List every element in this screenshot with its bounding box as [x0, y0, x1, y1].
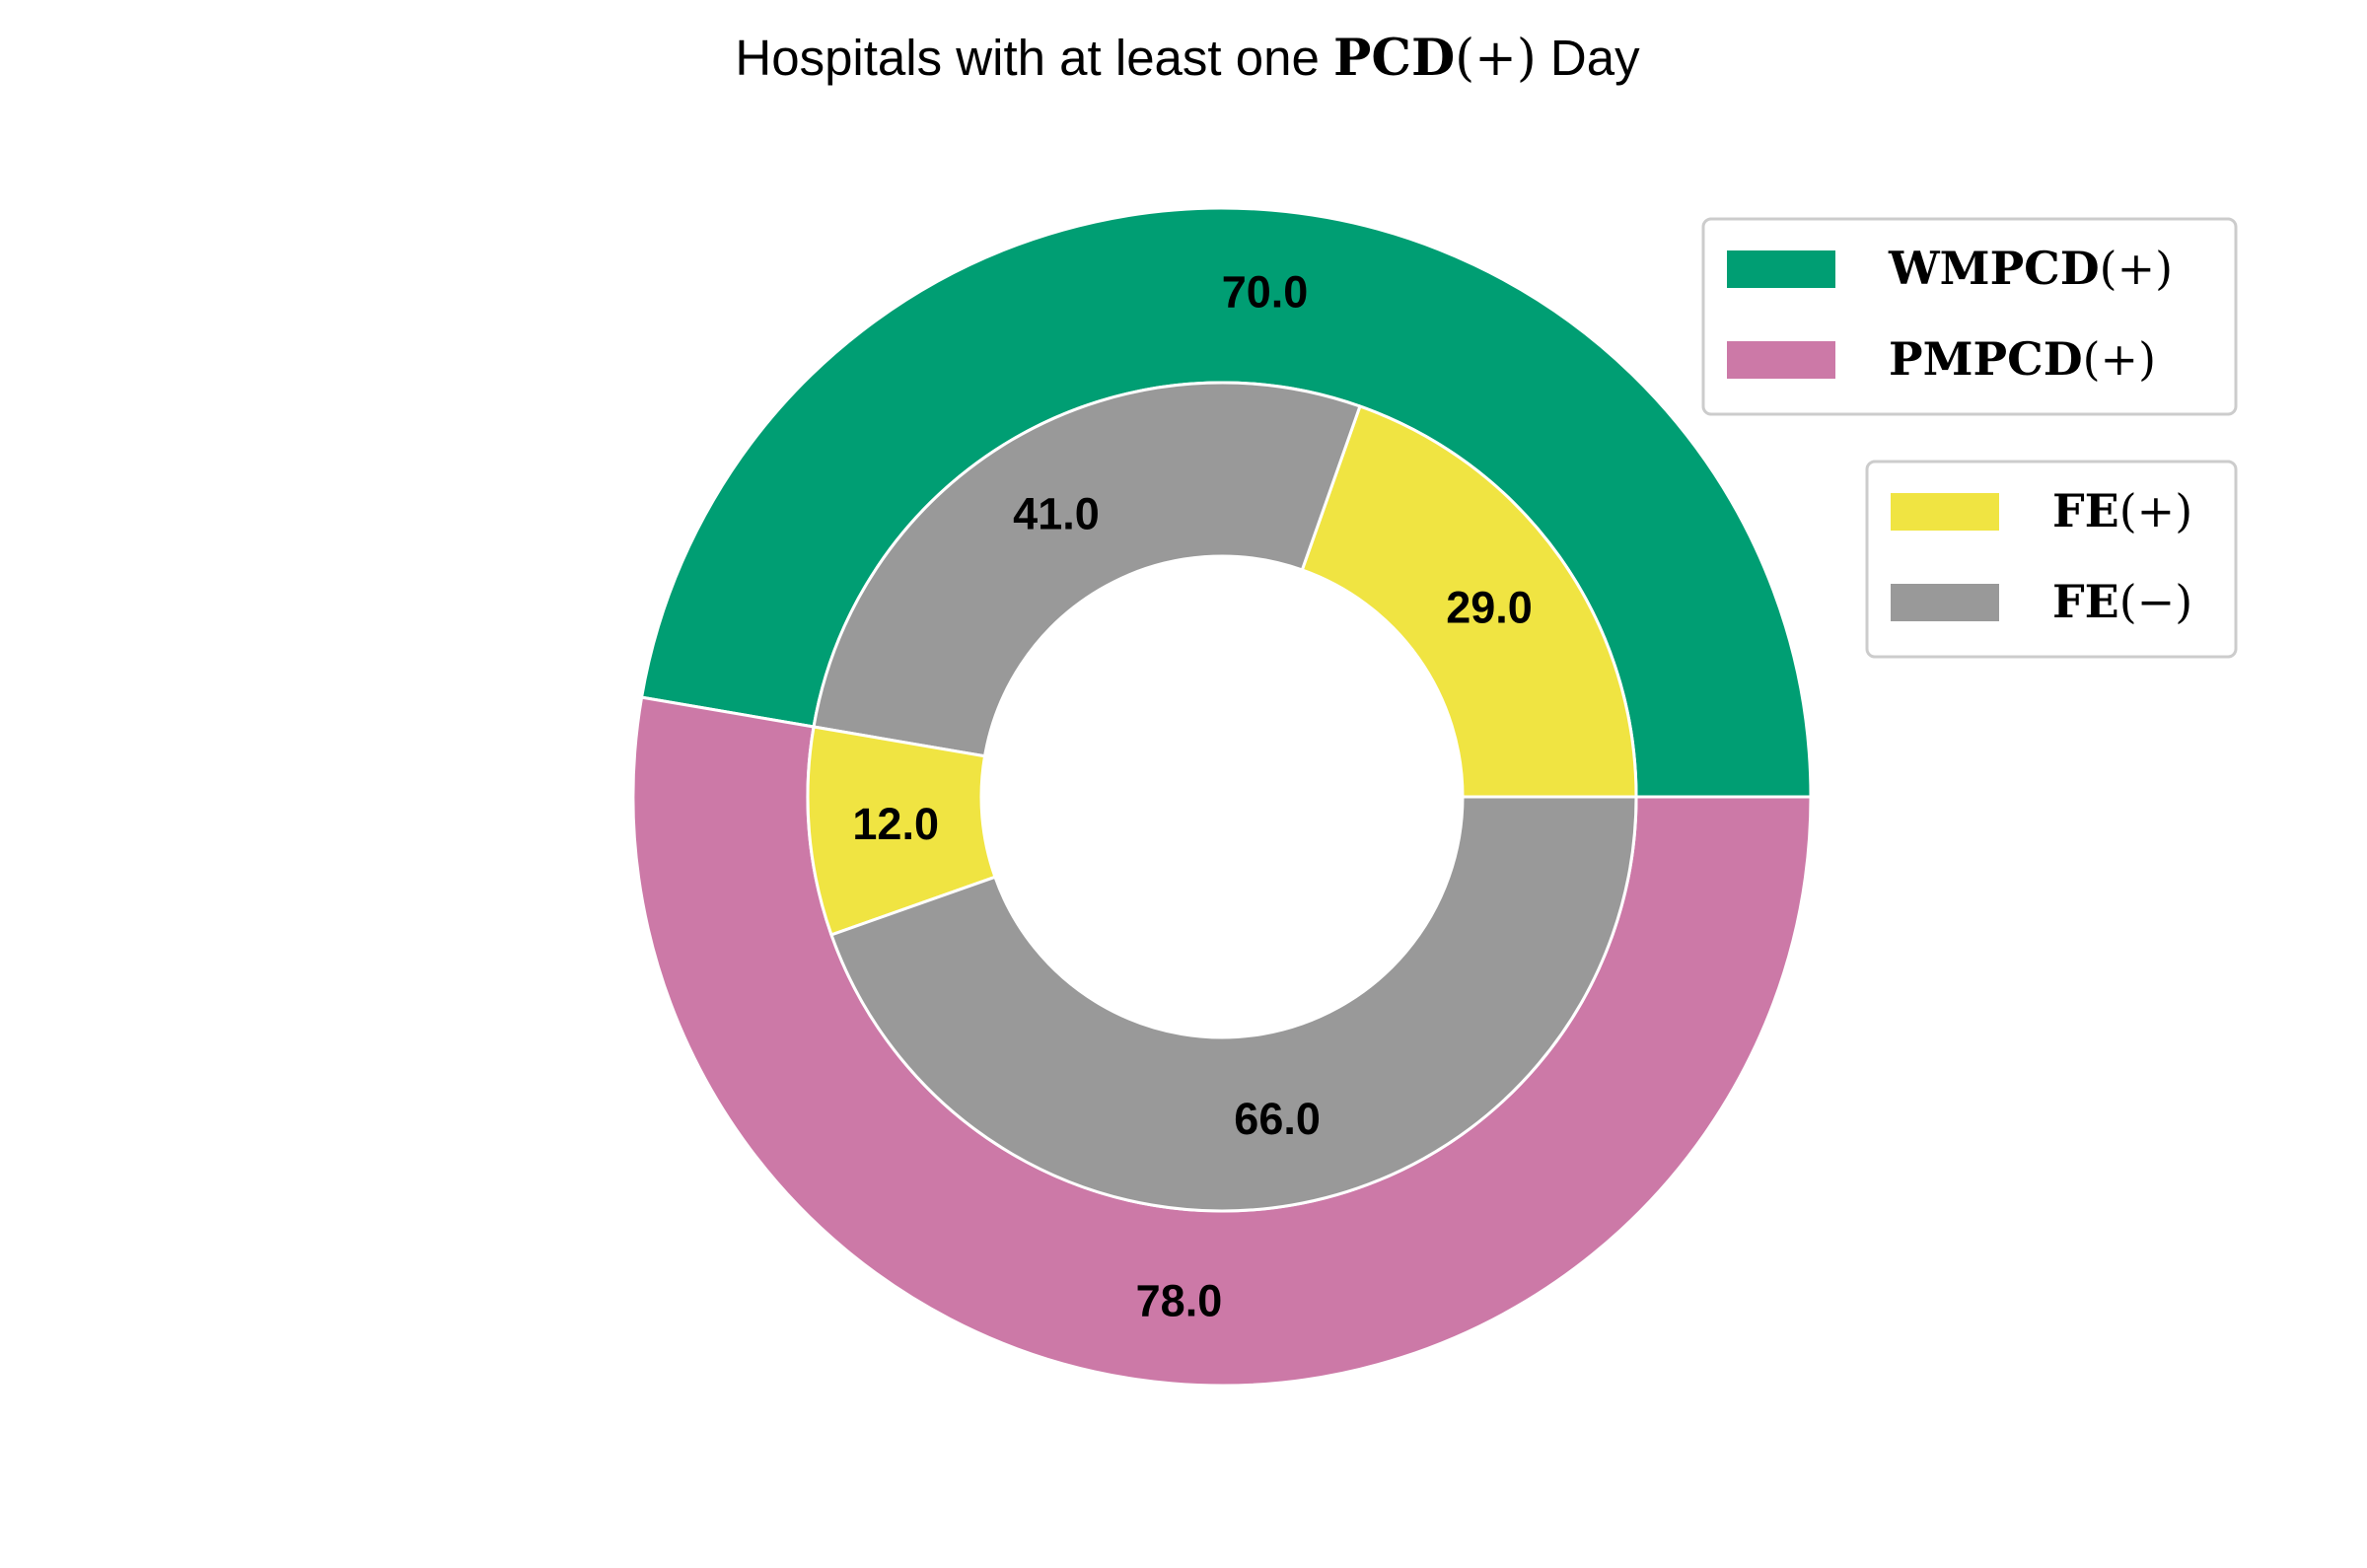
legend-swatch-wmpcd-pos — [1727, 250, 1835, 288]
legend-swatch-fe-neg — [1891, 584, 1999, 621]
slice-labels: 70.0 78.0 29.0 41.0 12.0 66.0 — [852, 266, 1532, 1325]
chart-title-suffix: Day — [1537, 30, 1640, 86]
legend-inner: FE(+) FE(−) — [1865, 460, 2238, 659]
chart-title-paren: (+) — [1455, 30, 1537, 88]
legend-label-fe-pos: FE(+) — [2052, 484, 2192, 537]
inner-slice-label: 66.0 — [1234, 1094, 1321, 1144]
inner-slice-wmpcd-pos-fe-pos — [1300, 404, 1638, 799]
inner-slice-label: 41.0 — [1013, 489, 1100, 539]
legend-frame — [1701, 217, 2238, 416]
chart-title-math: PCD — [1333, 29, 1455, 88]
legend-label-wmpcd-pos: WMPCD(+) — [1888, 242, 2173, 295]
legend-label-fe-neg: FE(−) — [2052, 575, 2192, 628]
outer-slice-label: 78.0 — [1136, 1276, 1223, 1326]
outer-slice-label: 70.0 — [1222, 266, 1309, 317]
legend-outer: WMPCD(+) PMPCD(+) — [1701, 217, 2238, 416]
legend-swatch-fe-pos — [1891, 493, 1999, 531]
inner-slice-label: 12.0 — [852, 799, 939, 849]
inner-ring — [806, 381, 1638, 1213]
legend-label-pmpcd-pos: PMPCD(+) — [1889, 332, 2156, 386]
chart-title: Hospitals with at least one PCD(+) Day — [735, 29, 1640, 88]
chart-title-prefix: Hospitals with at least one — [735, 30, 1333, 86]
legend-swatch-pmpcd-pos — [1727, 341, 1835, 379]
inner-slice-wmpcd-pos-fe-neg — [812, 381, 1362, 758]
inner-slice-label: 29.0 — [1446, 582, 1533, 632]
inner-slice-pmpcd-pos-fe-neg — [829, 795, 1638, 1213]
legends: WMPCD(+) PMPCD(+) FE(+) FE(−) — [1701, 217, 2238, 659]
